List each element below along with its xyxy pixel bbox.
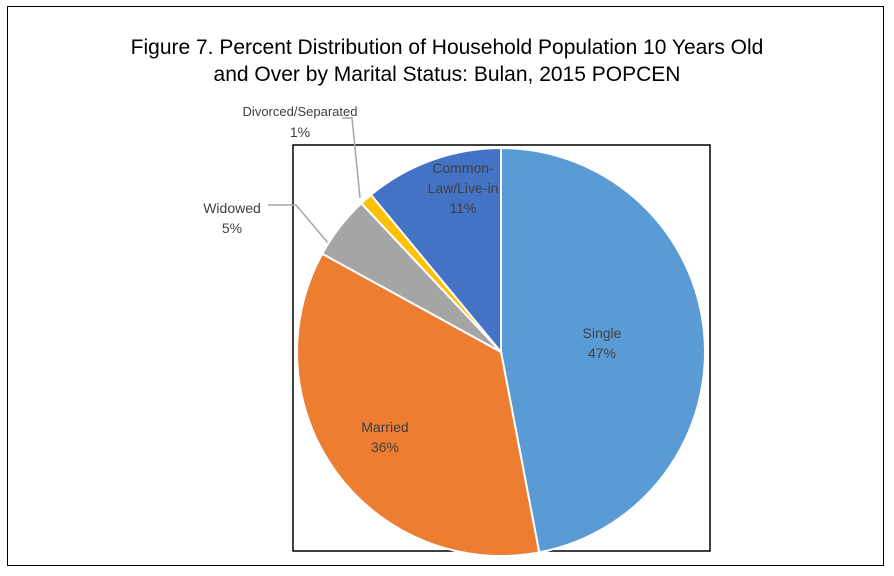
slice-category: Divorced/Separated [242, 104, 358, 119]
slice-label: Married 36% [345, 417, 425, 457]
slice-category: Single [582, 325, 622, 341]
slice-value: 47% [587, 345, 617, 361]
chart-frame [7, 6, 884, 566]
chart-title: Figure 7. Percent Distribution of Househ… [130, 36, 764, 86]
slice-label: Common-Law/Live-in 11% [418, 158, 508, 218]
slice-label: Widowed 5% [192, 198, 272, 238]
slice-label: Single 47% [572, 323, 632, 363]
pie-slice [500, 146, 706, 554]
leader-line [342, 117, 361, 199]
slice-category: Widowed [203, 200, 261, 216]
slice-value: 1% [289, 124, 311, 140]
pie-slice [369, 146, 502, 355]
slice-category: Married [361, 419, 409, 435]
slice-value: 11% [449, 200, 477, 216]
slice-value: 36% [370, 439, 400, 455]
slice-value: 5% [221, 220, 243, 236]
slice-category: Common-Law/Live-in [427, 160, 499, 196]
leader-line [268, 204, 335, 251]
pie-slice [296, 252, 541, 557]
slice-label: Divorced/Separated 1% [220, 102, 380, 142]
